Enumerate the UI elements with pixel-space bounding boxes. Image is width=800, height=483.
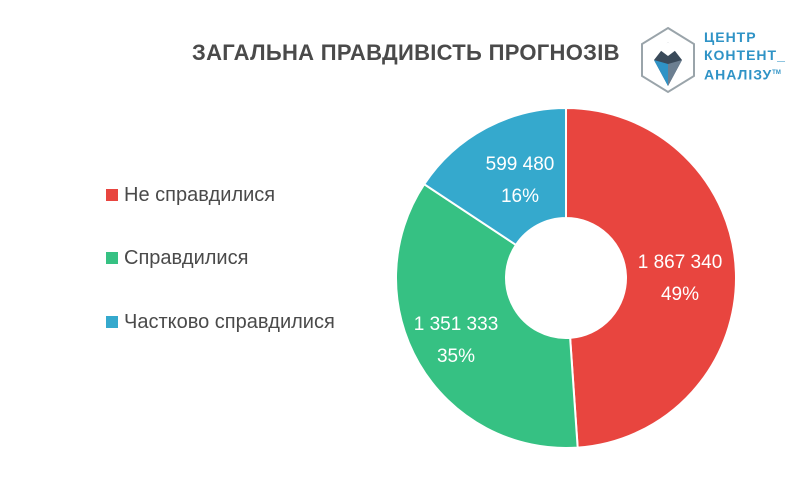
slice-partially-fulfilled xyxy=(422,106,567,247)
donut-slices xyxy=(395,106,737,449)
slice-fulfilled-value-label: 1 351 333 xyxy=(414,314,499,335)
donut-labels: 1 867 340 49% 1 351 333 35% 599 480 16% xyxy=(414,154,723,367)
legend-label: Справдилися xyxy=(124,247,249,269)
legend-swatch xyxy=(106,252,118,264)
logo-text-line3-main: АНАЛІЗУ xyxy=(704,66,773,83)
slice-not-fulfilled xyxy=(565,106,737,449)
slice-fulfilled-percent-label: 35% xyxy=(437,346,475,367)
slice-partially-fulfilled-value-label: 599 480 xyxy=(486,154,555,175)
logo-trademark: TM xyxy=(772,70,781,76)
slice-not-fulfilled-percent-label: 49% xyxy=(661,284,699,305)
chart-title: ЗАГАЛЬНА ПРАВДИВІСТЬ ПРОГНОЗІВ xyxy=(192,40,620,65)
logo-text-line3: АНАЛІЗУTM xyxy=(704,66,781,82)
logo-text-line1: ЦЕНТР xyxy=(704,29,757,45)
legend-label: Частково справдилися xyxy=(124,311,335,333)
logo-shield-icon xyxy=(641,26,695,94)
legend-swatch xyxy=(106,189,118,201)
logo: ЦЕНТР КОНТЕНТ_ АНАЛІЗУTM xyxy=(638,26,790,98)
legend-swatch xyxy=(106,316,118,328)
slice-partially-fulfilled-percent-label: 16% xyxy=(501,186,539,207)
logo-text-line2: КОНТЕНТ_ xyxy=(704,47,786,63)
slice-fulfilled xyxy=(395,182,579,449)
legend-label: Не справдилися xyxy=(124,184,276,206)
slice-not-fulfilled-value-label: 1 867 340 xyxy=(638,252,723,273)
